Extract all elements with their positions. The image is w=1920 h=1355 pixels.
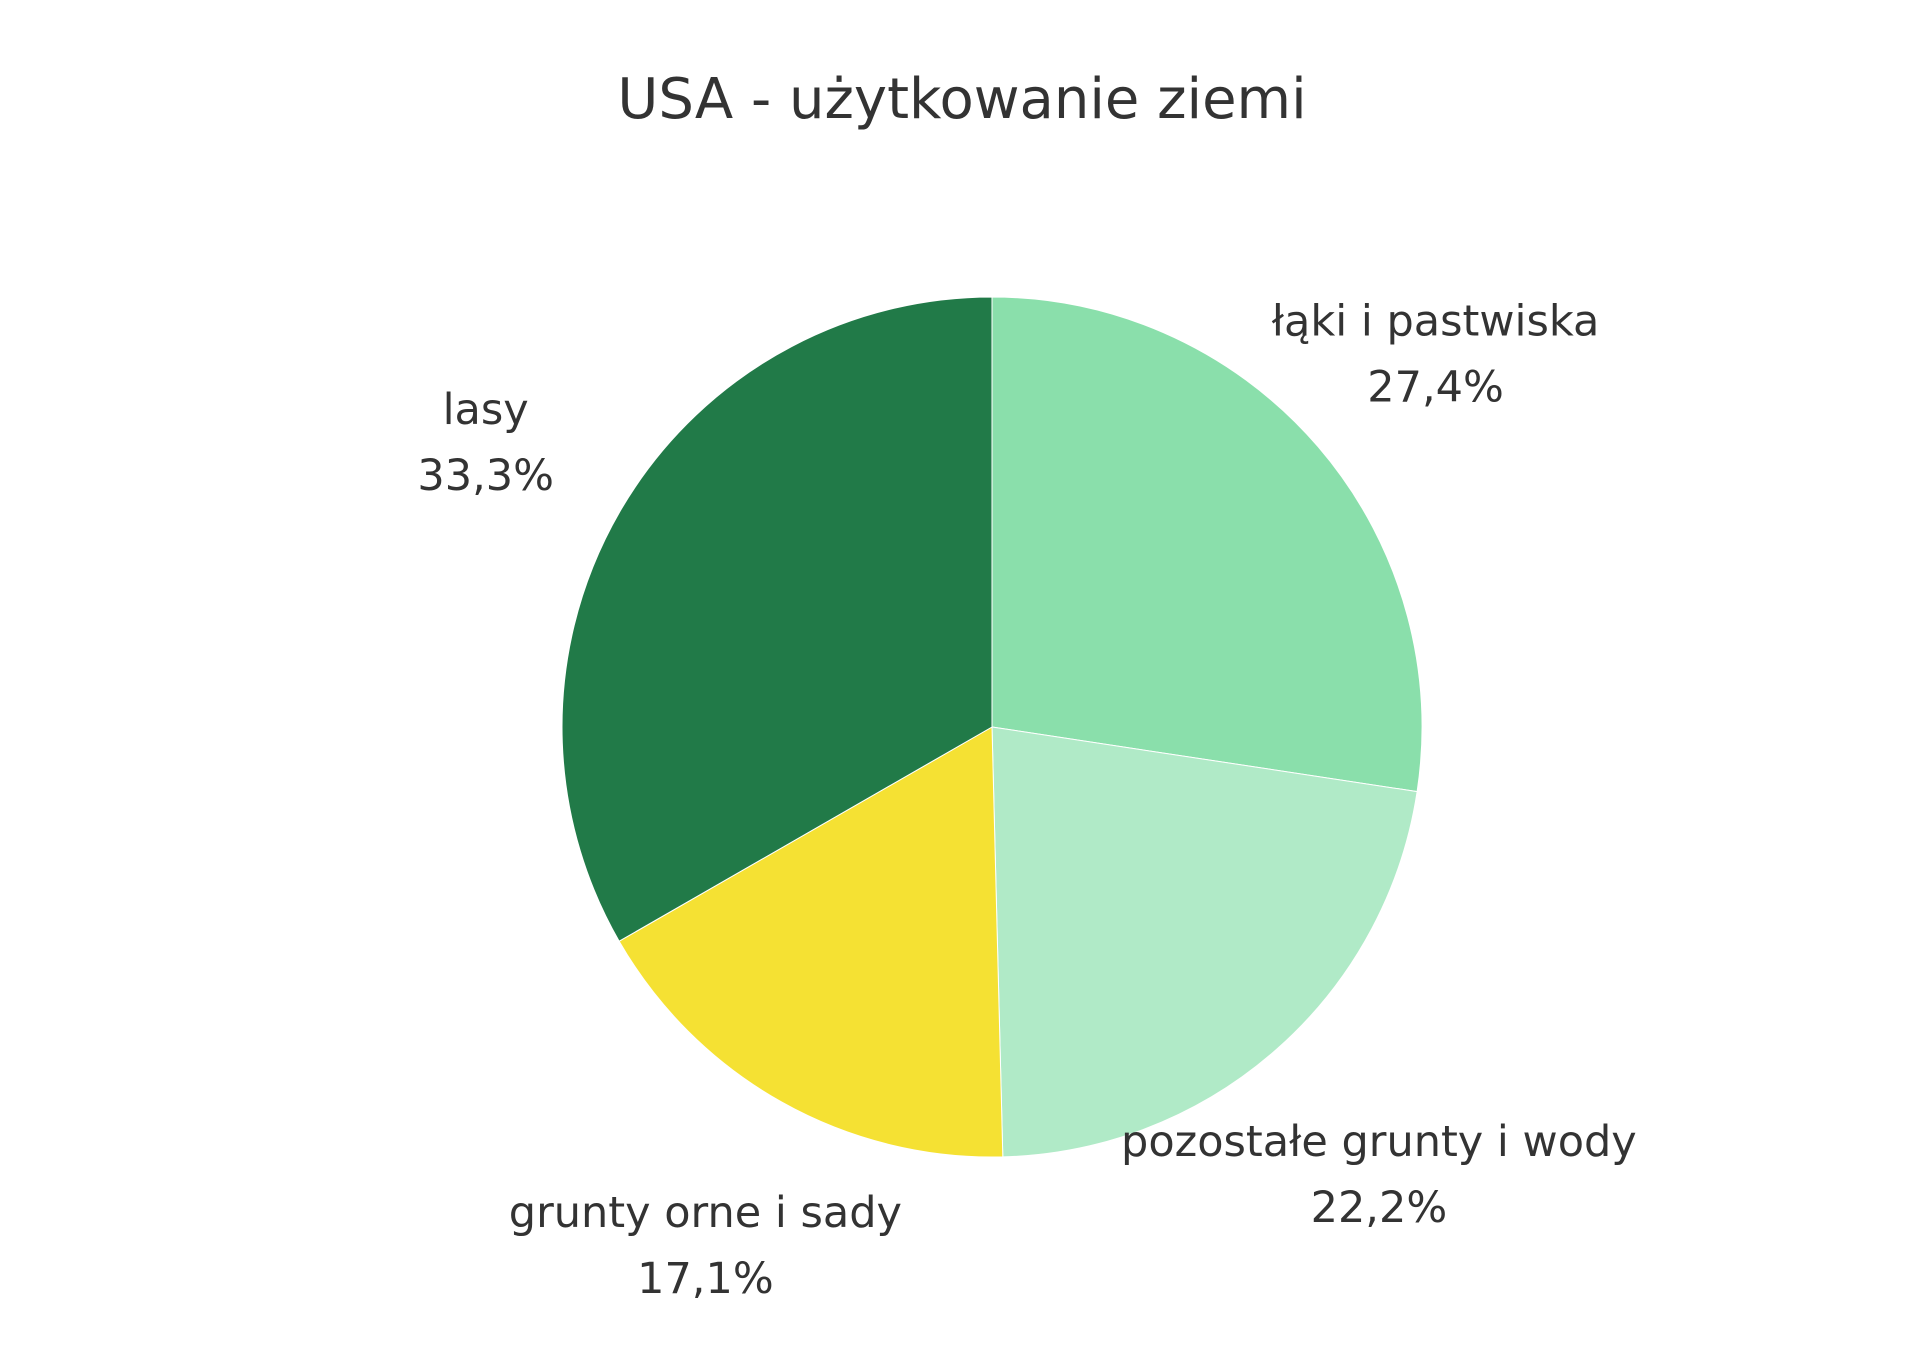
pie-slice-grunty-orne-i-sady [618, 726, 1004, 1158]
slice-label-pozostale-grunty-i-wody: pozostałe grunty i wody [1121, 1117, 1637, 1167]
slice-value-label-grunty-orne-i-sady: 17,1% [637, 1254, 774, 1304]
slice-value-label-lasy: 33,3% [417, 451, 554, 501]
slice-label-laki-i-pastwiska: łąki i pastwiska [1272, 297, 1600, 347]
slice-label-lasy: lasy [443, 385, 529, 435]
slice-value-label-laki-i-pastwiska: 27,4% [1367, 363, 1504, 413]
pie-slice-laki-i-pastwiska [991, 296, 1423, 793]
slice-value-label-pozostale-grunty-i-wody: 22,2% [1311, 1183, 1448, 1233]
pie-slices [561, 296, 1423, 1158]
chart-title: USA - użytkowanie ziemi [617, 67, 1306, 132]
pie-slice-pozostale-grunty-i-wody [991, 726, 1418, 1158]
slice-labels: łąki i pastwiska 27,4% pozostałe grunty i … [417, 297, 1636, 1304]
pie-slice-lasy [561, 296, 993, 942]
slice-label-grunty-orne-i-sady: grunty orne i sady [509, 1188, 902, 1238]
